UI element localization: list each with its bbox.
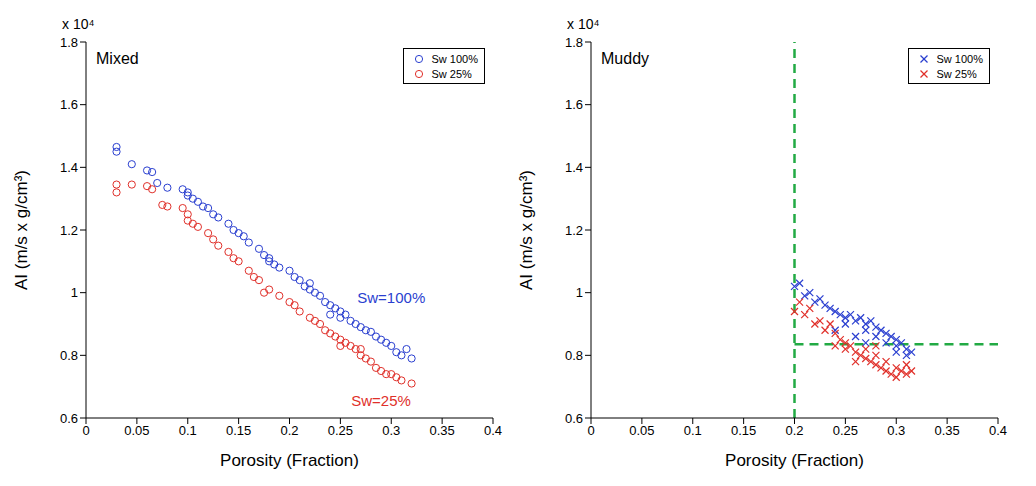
html-text:Muddy: Muddy bbox=[601, 50, 649, 67]
svg-text:0: 0 bbox=[587, 423, 594, 438]
html-text:x 10⁴: x 10⁴ bbox=[567, 16, 600, 32]
svg-text:1: 1 bbox=[576, 285, 583, 300]
html-text:x 10⁴: x 10⁴ bbox=[62, 16, 95, 32]
svg-text:1: 1 bbox=[71, 285, 78, 300]
html-text:Mixed: Mixed bbox=[96, 50, 139, 67]
svg-text:0.6: 0.6 bbox=[565, 411, 583, 426]
svg-text:0.4: 0.4 bbox=[989, 423, 1007, 438]
svg-text:0.25: 0.25 bbox=[833, 423, 858, 438]
svg-text:Porosity (Fraction): Porosity (Fraction) bbox=[220, 451, 359, 470]
svg-text:0.05: 0.05 bbox=[124, 423, 149, 438]
svg-text:0.1: 0.1 bbox=[179, 423, 197, 438]
svg-text:AI (m/s x g/cm³): AI (m/s x g/cm³) bbox=[12, 170, 31, 290]
svg-text:1.2: 1.2 bbox=[60, 223, 78, 238]
svg-text:0.05: 0.05 bbox=[629, 423, 654, 438]
svg-text:1.6: 1.6 bbox=[60, 97, 78, 112]
svg-text:1.8: 1.8 bbox=[565, 35, 583, 50]
svg-text:0.3: 0.3 bbox=[887, 423, 905, 438]
svg-text:1.6: 1.6 bbox=[565, 97, 583, 112]
svg-text:Sw=25%: Sw=25% bbox=[351, 392, 411, 409]
svg-text:Porosity (Fraction): Porosity (Fraction) bbox=[725, 451, 864, 470]
svg-text:Sw=100%: Sw=100% bbox=[357, 289, 425, 306]
svg-text:1.4: 1.4 bbox=[565, 160, 583, 175]
svg-text:AI (m/s x g/cm³): AI (m/s x g/cm³) bbox=[517, 170, 536, 290]
html-text:Sw 25%: Sw 25% bbox=[936, 67, 977, 80]
svg-text:0.15: 0.15 bbox=[226, 423, 251, 438]
html-text:Sw 100%: Sw 100% bbox=[936, 52, 983, 65]
svg-text:1.2: 1.2 bbox=[565, 223, 583, 238]
svg-text:0.6: 0.6 bbox=[60, 411, 78, 426]
svg-text:0.35: 0.35 bbox=[934, 423, 959, 438]
html-text:Sw 25%: Sw 25% bbox=[431, 67, 472, 80]
svg-text:0.1: 0.1 bbox=[684, 423, 702, 438]
svg-text:0.8: 0.8 bbox=[565, 348, 583, 363]
html-text:Sw 100%: Sw 100% bbox=[431, 52, 478, 65]
svg-text:0.4: 0.4 bbox=[484, 423, 502, 438]
svg-text:0.8: 0.8 bbox=[60, 348, 78, 363]
svg-text:1.4: 1.4 bbox=[60, 160, 78, 175]
svg-text:0.35: 0.35 bbox=[429, 423, 454, 438]
svg-text:0.2: 0.2 bbox=[785, 423, 803, 438]
svg-text:0.15: 0.15 bbox=[731, 423, 756, 438]
svg-text:0.25: 0.25 bbox=[328, 423, 353, 438]
svg-text:1.8: 1.8 bbox=[60, 35, 78, 50]
svg-text:0.2: 0.2 bbox=[280, 423, 298, 438]
svg-text:0: 0 bbox=[82, 423, 89, 438]
svg-text:0.3: 0.3 bbox=[382, 423, 400, 438]
